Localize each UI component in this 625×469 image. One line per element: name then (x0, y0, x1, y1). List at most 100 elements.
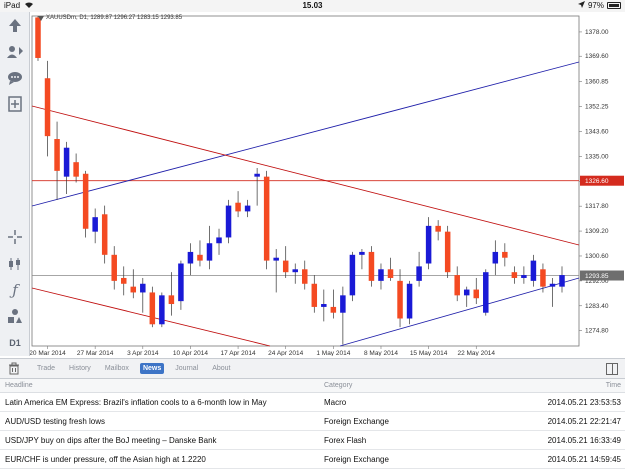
candle-body (168, 295, 175, 305)
candle-body (406, 283, 413, 319)
news-header-row: Headline Category Time (0, 379, 625, 393)
candle-body (254, 173, 260, 177)
candle-body (387, 269, 394, 278)
news-headline: USD/JPY buy on dips after the BoJ meetin… (5, 436, 217, 445)
trash-icon[interactable] (7, 362, 21, 376)
crosshair-icon[interactable] (4, 227, 26, 247)
news-time: 2014.05.21 23:53:53 (547, 398, 621, 407)
news-headline: AUD/USD testing fresh lows (5, 417, 106, 426)
indicators-icon[interactable]: ƒ (12, 281, 18, 299)
candle-body (368, 251, 375, 281)
candle-body (244, 205, 251, 212)
price-badge-red: 1326.60 (585, 178, 609, 185)
news-row[interactable]: USD/JPY buy on dips after the BoJ meetin… (0, 431, 625, 450)
ios-status-bar: iPad 15.03 97% (0, 0, 625, 12)
candle-body (282, 260, 289, 273)
buy-sell-icon[interactable] (4, 16, 26, 36)
candle-body (540, 269, 546, 287)
tab-history[interactable]: History (69, 365, 91, 372)
candle-body (359, 251, 365, 255)
candle-body (54, 139, 60, 171)
candle-body (340, 295, 346, 313)
candle-body (120, 277, 127, 284)
news-time: 2014.05.21 14:59:45 (547, 455, 621, 464)
candle-body (82, 173, 89, 229)
candle-body (444, 231, 451, 273)
candle-body (330, 306, 337, 313)
candle-body (178, 263, 184, 302)
price-tick-label: 1369.60 (585, 53, 609, 60)
battery-icon (607, 2, 621, 9)
date-label: 27 Mar 2014 (77, 350, 114, 356)
price-tick-label: 1378.00 (585, 29, 609, 36)
tab-trade[interactable]: Trade (37, 365, 56, 372)
candle-body (463, 289, 470, 296)
wifi-icon (24, 1, 34, 10)
candle-body (273, 257, 279, 261)
news-time: 2014.05.21 22:21:47 (547, 417, 621, 426)
price-tick-label: 1274.80 (585, 328, 609, 335)
price-tick-label: 1300.60 (585, 253, 609, 260)
date-label: 24 Apr 2014 (268, 350, 303, 356)
chart-canvas[interactable]: 1378.00 1369.60 1360.85 1352.25 1343.60 1335.… (30, 12, 625, 356)
price-tick-label: 1335.00 (585, 153, 609, 160)
tab-journal[interactable]: Journal (175, 365, 199, 372)
candle-body (216, 237, 222, 244)
left-toolbar: ƒ D1 (0, 12, 30, 356)
column-time[interactable]: Time (605, 382, 621, 389)
news-category: Forex Flash (324, 436, 367, 445)
terminal-tabs: Trade History Mailbox News Journal About (34, 363, 234, 374)
candle-body (187, 251, 194, 264)
column-headline[interactable]: Headline (5, 382, 33, 389)
price-badge-current: 1293.85 (585, 273, 609, 280)
news-category: Macro (324, 398, 347, 407)
candle-body (101, 214, 108, 255)
candle-body (349, 254, 356, 296)
candle-body (397, 280, 403, 319)
date-label: 15 May 2014 (410, 350, 448, 356)
trendline-blue-lower (339, 277, 580, 347)
news-headline: EUR/CHF is under pressure, off the Asian… (5, 455, 206, 464)
candle-body (416, 266, 422, 281)
price-tick-label: 1352.25 (585, 103, 609, 110)
terminal-tab-bar: Trade History Mailbox News Journal About (0, 358, 625, 379)
news-category: Foreign Exchange (324, 417, 389, 426)
objects-icon[interactable] (4, 306, 26, 326)
timeframe-button[interactable]: D1 (4, 333, 26, 353)
date-label: 17 Apr 2014 (221, 350, 256, 356)
news-row[interactable]: Latin America EM Express: Brazil's infla… (0, 393, 625, 412)
new-order-icon[interactable] (4, 42, 26, 62)
candle-body (44, 78, 51, 137)
candle-body (311, 283, 318, 307)
new-chart-icon[interactable] (4, 94, 26, 114)
candle-body (73, 162, 79, 177)
news-time: 2014.05.21 16:33:49 (547, 436, 621, 445)
tab-about[interactable]: About (212, 365, 231, 372)
tab-news[interactable]: News (139, 363, 165, 374)
news-row[interactable]: EUR/CHF is under pressure, off the Asian… (0, 450, 625, 469)
candle-body (549, 283, 556, 287)
location-icon (577, 1, 585, 10)
price-tick-label: 1309.20 (585, 228, 609, 235)
candle-body (92, 217, 98, 232)
trendline-red-upper (31, 105, 580, 246)
candle-body (206, 243, 213, 261)
column-category[interactable]: Category (324, 382, 353, 389)
split-layout-icon[interactable] (606, 363, 618, 375)
timeframe-label: D1 (9, 338, 21, 348)
symbol-info-text: XAUUSDm, D1, 1289.87 1296.27 1283.15 129… (46, 15, 183, 21)
candle-body (292, 269, 298, 273)
chat-icon[interactable] (4, 68, 26, 88)
news-row[interactable]: AUD/USD testing fresh lows Foreign Excha… (0, 412, 625, 431)
price-tick-label: 1360.85 (585, 79, 609, 86)
candle-body (63, 147, 70, 177)
candle-body (492, 251, 499, 264)
candle-body (159, 295, 165, 325)
price-tick-label: 1317.80 (585, 203, 609, 210)
candles-icon[interactable] (4, 254, 26, 274)
date-label: 20 Mar 2014 (30, 350, 66, 356)
tab-mailbox[interactable]: Mailbox (104, 365, 129, 372)
price-chart[interactable]: 1378.00 1369.60 1360.85 1352.25 1343.60 1335.… (30, 12, 625, 356)
candle-body (454, 275, 460, 296)
candle-body (530, 260, 537, 281)
